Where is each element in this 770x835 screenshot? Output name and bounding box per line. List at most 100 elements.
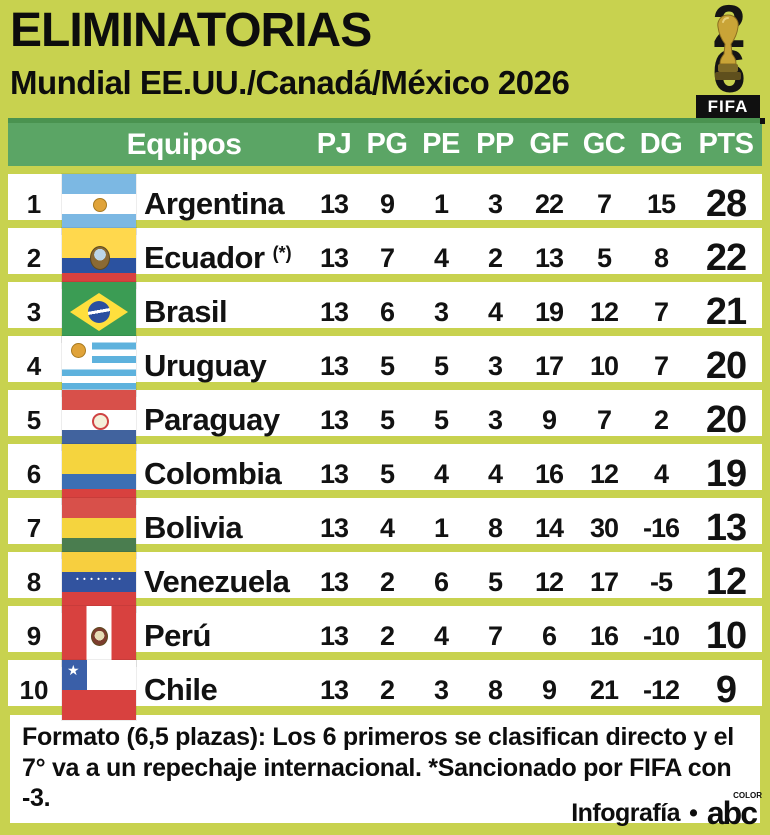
flag-cell: [60, 282, 138, 342]
table-row: 1 Argentina 13 9 1 3 22 7 15 28: [8, 174, 762, 234]
stat-pts: 19: [705, 452, 747, 495]
rank-number: 6: [26, 458, 42, 489]
flag-cell: [60, 660, 138, 720]
stat-pe: 3: [433, 296, 449, 327]
stat-gc: 5: [596, 242, 612, 273]
stat-gf: 22: [534, 188, 564, 219]
team-name: Argentina: [144, 186, 285, 221]
stat-pg: 2: [379, 674, 395, 705]
stat-pg: 4: [379, 512, 395, 543]
flag-cell: [60, 444, 138, 504]
masthead: ELIMINATORIAS Mundial EE.UU./Canadá/Méxi…: [0, 0, 770, 124]
table-row: 7 Bolivia 13 4 1 8 14 30 -16 13: [8, 498, 762, 558]
stat-pe: 4: [433, 458, 449, 489]
flag-cell: [60, 498, 138, 558]
team-flag-icon: [62, 390, 136, 450]
team-flag-icon: [62, 444, 136, 504]
stat-gc: 21: [589, 674, 619, 705]
stat-pts: 9: [715, 668, 737, 711]
stat-gc: 10: [589, 350, 619, 381]
stat-gf: 12: [534, 566, 564, 597]
stat-pe: 1: [433, 512, 449, 543]
stat-gc: 12: [589, 458, 619, 489]
stat-pe: 6: [433, 566, 449, 597]
table-row: 8 Venezuela 13 2 6 5 12 17 -5 12: [8, 552, 762, 612]
table-row: 10 Chile 13 2 3 8 9 21 -12 9: [8, 660, 762, 720]
flag-cell: [60, 228, 138, 288]
stat-gf: 16: [534, 458, 564, 489]
table-row: 9 Perú 13 2 4 7 6 16 -10 10: [8, 606, 762, 666]
stat-gf: 6: [541, 620, 557, 651]
stat-pg: 7: [379, 242, 395, 273]
team-name: Paraguay: [144, 402, 280, 437]
team-flag-icon: [62, 660, 136, 720]
table-row: 4 Uruguay 13 5 5 3 17 10 7 20: [8, 336, 762, 396]
team-flag-icon: [62, 552, 136, 612]
stat-gc: 16: [589, 620, 619, 651]
team-name: Venezuela: [144, 564, 290, 599]
stat-pj: 13: [319, 674, 349, 705]
team-sanction-note: (*): [272, 243, 292, 263]
world-cup-trophy-icon: [711, 14, 745, 91]
rank-number: 7: [26, 512, 42, 543]
stat-pg: 5: [379, 404, 395, 435]
rank-number: 3: [26, 296, 42, 327]
stat-pe: 1: [433, 188, 449, 219]
column-header-pg: PG: [366, 128, 408, 160]
stat-pts: 28: [705, 182, 747, 225]
abc-color-logo: abc COLOR: [706, 791, 762, 831]
column-header-pp: PP: [476, 128, 514, 160]
standings-rows: 1 Argentina 13 9 1 3 22 7 15 28 2 Ecuado…: [8, 174, 762, 720]
flag-cell: [60, 552, 138, 612]
stat-dg: 2: [653, 404, 669, 435]
stat-pp: 8: [487, 674, 503, 705]
stat-pj: 13: [319, 296, 349, 327]
team-name: Uruguay: [144, 348, 267, 383]
stat-dg: 7: [653, 296, 669, 327]
table-row: 6 Colombia 13 5 4 4 16 12 4 19: [8, 444, 762, 504]
team-name: Ecuador (*): [144, 240, 292, 275]
stat-dg: 4: [653, 458, 669, 489]
team-flag-icon: [62, 336, 136, 396]
stat-pp: 3: [487, 404, 503, 435]
stat-gc: 17: [589, 566, 619, 597]
stat-gf: 19: [534, 296, 564, 327]
stat-pe: 5: [433, 350, 449, 381]
credit-label: Infografía: [571, 798, 681, 827]
format-note: Formato (6,5 plazas): Los 6 primeros se …: [10, 715, 760, 823]
stat-gf: 9: [541, 404, 557, 435]
table-row: 2 Ecuador (*) 13 7 4 2 13 5 8 22: [8, 228, 762, 288]
stat-pp: 3: [487, 350, 503, 381]
column-header-gf: GF: [529, 128, 569, 160]
stat-pg: 2: [379, 620, 395, 651]
flag-cell: [60, 606, 138, 666]
abc-color-sub: COLOR: [733, 791, 762, 800]
stat-dg: -16: [642, 512, 680, 543]
stat-pj: 13: [319, 404, 349, 435]
table-row: 5 Paraguay 13 5 5 3 9 7 2 20: [8, 390, 762, 450]
team-flag-icon: [62, 228, 136, 288]
rank-number: 9: [26, 620, 42, 651]
rank-number: 8: [26, 566, 42, 597]
rank-number: 5: [26, 404, 42, 435]
rank-number: 4: [26, 350, 42, 381]
stat-pg: 5: [379, 458, 395, 489]
stat-pp: 4: [487, 296, 503, 327]
team-name: Bolivia: [144, 510, 243, 545]
rank-number: 2: [26, 242, 42, 273]
bullet-separator: •: [689, 798, 698, 827]
team-name: Brasil: [144, 294, 228, 329]
stat-gf: 14: [534, 512, 564, 543]
stat-pts: 22: [705, 236, 747, 279]
stat-gf: 13: [534, 242, 564, 273]
stat-pp: 5: [487, 566, 503, 597]
rank-number: 10: [19, 674, 49, 705]
stat-pg: 6: [379, 296, 395, 327]
stat-gc: 30: [589, 512, 619, 543]
credit-line: Infografía • abc COLOR: [571, 791, 762, 831]
column-header-pe: PE: [422, 128, 460, 160]
team-flag-icon: [62, 174, 136, 234]
stat-pts: 20: [705, 398, 747, 441]
flag-cell: [60, 390, 138, 450]
